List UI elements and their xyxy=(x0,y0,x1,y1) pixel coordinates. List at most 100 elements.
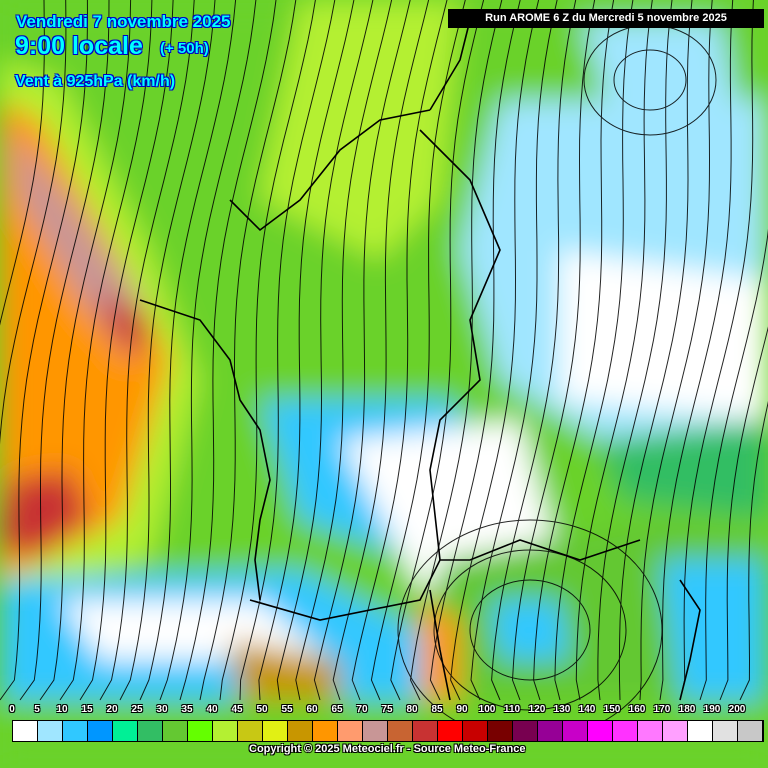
streamline xyxy=(239,0,336,701)
streamline xyxy=(450,0,540,701)
legend-swatch xyxy=(263,721,288,741)
vortex-streamline xyxy=(433,549,627,711)
legend-swatch xyxy=(88,721,113,741)
legend-swatch xyxy=(113,721,138,741)
streamline xyxy=(19,0,110,701)
legend-label: 0 xyxy=(9,704,15,715)
legend-label: 120 xyxy=(528,704,546,715)
streamline xyxy=(699,228,768,701)
streamline xyxy=(119,0,216,701)
legend-swatch xyxy=(438,721,463,741)
forecast-date: Vendredi 7 novembre 2025 xyxy=(16,12,231,31)
legend-swatch xyxy=(313,721,338,741)
streamline xyxy=(719,326,768,701)
streamline xyxy=(0,0,67,445)
legend-swatch xyxy=(213,721,238,741)
streamline xyxy=(370,0,466,701)
streamline xyxy=(511,0,596,701)
vortex-streamline xyxy=(469,579,591,681)
legend-swatch xyxy=(138,721,163,741)
legend-label: 160 xyxy=(628,704,646,715)
legend-swatch xyxy=(388,721,413,741)
legend-label: 100 xyxy=(478,704,496,715)
coastlines-borders xyxy=(139,19,701,701)
streamline xyxy=(79,0,174,701)
streamline xyxy=(554,0,634,701)
streamline xyxy=(659,0,734,701)
legend-swatch xyxy=(63,721,88,741)
streamline xyxy=(99,0,195,701)
legend-swatch xyxy=(338,721,363,741)
legend-label: 25 xyxy=(131,704,143,715)
legend-label: 70 xyxy=(356,704,368,715)
legend-swatch xyxy=(288,721,313,741)
color-scale-legend xyxy=(12,720,764,742)
legend-label: 180 xyxy=(678,704,696,715)
streamline xyxy=(575,0,653,701)
legend-label: 190 xyxy=(703,704,721,715)
streamline xyxy=(159,0,257,701)
legend-swatch xyxy=(163,721,188,741)
streamline xyxy=(491,0,577,701)
legend-swatch xyxy=(738,721,763,741)
legend-swatch xyxy=(238,721,263,741)
streamline xyxy=(295,0,393,701)
streamline xyxy=(639,0,713,701)
legend-label: 20 xyxy=(106,704,118,715)
streamline xyxy=(258,0,355,701)
legend-label: 45 xyxy=(231,704,243,715)
legend-label: 10 xyxy=(56,704,68,715)
copyright-text: Copyright © 2025 Meteociel.fr - Source M… xyxy=(249,743,526,755)
legend-label: 75 xyxy=(381,704,393,715)
legend-label: 85 xyxy=(431,704,443,715)
legend-label: 110 xyxy=(503,704,521,715)
vortex-streamline xyxy=(613,49,687,111)
streamline xyxy=(429,0,521,701)
streamline xyxy=(390,0,485,701)
legend-label: 65 xyxy=(331,704,343,715)
legend-swatch xyxy=(363,721,388,741)
model-run-label: Run AROME 6 Z du Mercredi 5 novembre 202… xyxy=(448,9,764,28)
legend-label: 170 xyxy=(653,704,671,715)
legend-swatch xyxy=(188,721,213,741)
wind-streamlines xyxy=(0,0,768,741)
variable-title: Vent à 925hPa (km/h) xyxy=(15,73,176,90)
streamline xyxy=(179,0,277,701)
legend-swatch xyxy=(563,721,588,741)
streamline xyxy=(0,0,89,701)
legend-label: 15 xyxy=(81,704,93,715)
streamline xyxy=(0,0,45,326)
legend-label: 40 xyxy=(206,704,218,715)
legend-label: 35 xyxy=(181,704,193,715)
forecast-lead-time: (+ 50h) xyxy=(160,40,209,57)
streamline xyxy=(199,0,297,701)
legend-label: 60 xyxy=(306,704,318,715)
streamline xyxy=(739,400,768,701)
streamline xyxy=(679,0,754,701)
legend-swatch xyxy=(613,721,638,741)
legend-swatch xyxy=(638,721,663,741)
legend-swatch xyxy=(713,721,738,741)
streamline xyxy=(219,0,316,701)
streamline xyxy=(351,0,448,701)
streamline xyxy=(139,0,237,701)
streamline xyxy=(597,0,673,701)
legend-swatch xyxy=(13,721,38,741)
legend-label: 140 xyxy=(578,704,596,715)
legend-label: 50 xyxy=(256,704,268,715)
legend-label: 30 xyxy=(156,704,168,715)
streamline xyxy=(276,0,374,701)
streamline xyxy=(59,0,153,701)
legend-label: 200 xyxy=(728,704,746,715)
streamline xyxy=(618,0,693,701)
legend-swatch xyxy=(588,721,613,741)
legend-label: 130 xyxy=(553,704,571,715)
forecast-time: 9:00 locale xyxy=(15,32,143,60)
legend-label: 80 xyxy=(406,704,418,715)
streamline xyxy=(313,0,411,701)
legend-swatch xyxy=(663,721,688,741)
legend-label: 55 xyxy=(281,704,293,715)
